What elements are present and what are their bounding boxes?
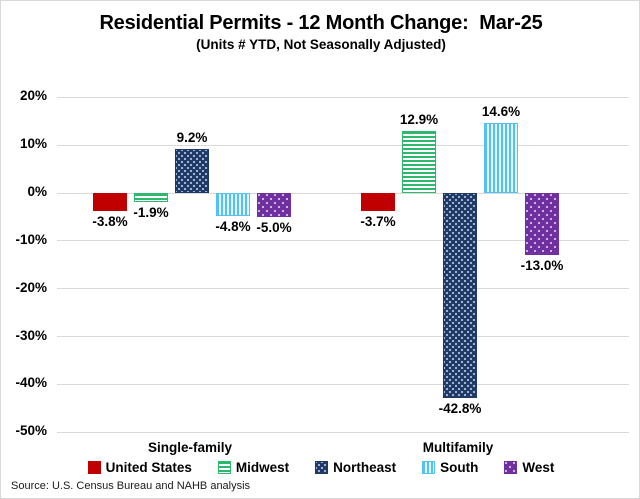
category-label-multifamily: Multifamily [422,440,494,455]
legend-swatch-vstripe-icon [422,461,436,474]
bar-west-single-family [257,193,291,217]
bar-south-single-family [216,193,250,216]
y-tick-label: -50% [15,423,47,439]
legend-label: Northeast [333,460,397,475]
gridline--50% [57,431,629,433]
value-label: -13.0% [520,258,564,274]
y-tick-label: -30% [15,327,47,343]
y-tick-label: -40% [15,375,47,391]
value-label: -3.8% [92,214,128,230]
legend-label: United States [105,460,192,475]
bar-united-states-multifamily [361,193,395,211]
legend-item-united-states: United States [87,460,192,475]
y-tick-label: -20% [15,279,47,295]
chart-subtitle: (Units # YTD, Not Seasonally Adjusted) [196,37,446,52]
bar-midwest-multifamily [402,131,436,193]
legend-item-west: West [504,460,554,475]
bar-united-states-single-family [93,193,127,212]
value-label: -5.0% [256,219,292,235]
legend: United States Midwest Northeast South West [1,460,639,475]
category-label-single-family: Single-family [147,440,233,455]
bar-midwest-single-family [134,193,168,203]
legend-item-northeast: Northeast [315,460,396,475]
legend-swatch-dotgrid-icon [315,461,329,474]
y-tick-label: -10% [15,231,47,247]
legend-item-midwest: Midwest [217,460,290,475]
gridline-10% [57,144,629,146]
y-tick-label: 0% [27,184,47,199]
gridline--20% [57,288,629,290]
source-note: Source: U.S. Census Bureau and NAHB anal… [11,480,251,492]
bar-west-multifamily [525,193,559,256]
legend-swatch-hstripe-icon [217,461,231,474]
y-tick-label: 20% [19,88,47,104]
legend-label: Midwest [235,460,290,475]
value-label: 14.6% [481,104,521,120]
legend-label: South [440,460,479,475]
gridline-20% [57,96,629,98]
value-label: 9.2% [176,129,208,145]
value-label: -1.9% [133,205,169,221]
legend-swatch-solid-icon [87,461,101,474]
value-label: -4.8% [215,218,251,234]
bar-northeast-multifamily [443,193,477,398]
y-tick-label: 10% [19,136,47,152]
legend-label: West [522,460,555,475]
legend-swatch-dots-icon [504,461,518,474]
bar-northeast-single-family [175,148,209,193]
bar-south-multifamily [484,123,518,193]
value-label: 12.9% [399,112,439,128]
value-label: -42.8% [438,400,482,416]
value-label: -3.7% [360,213,396,229]
chart-title: Residential Permits - 12 Month Change: M… [99,12,543,34]
gridline--30% [57,336,629,338]
gridline--10% [57,240,629,242]
gridline--40% [57,383,629,385]
gridline-0% [57,192,629,194]
legend-item-south: South [422,460,478,475]
